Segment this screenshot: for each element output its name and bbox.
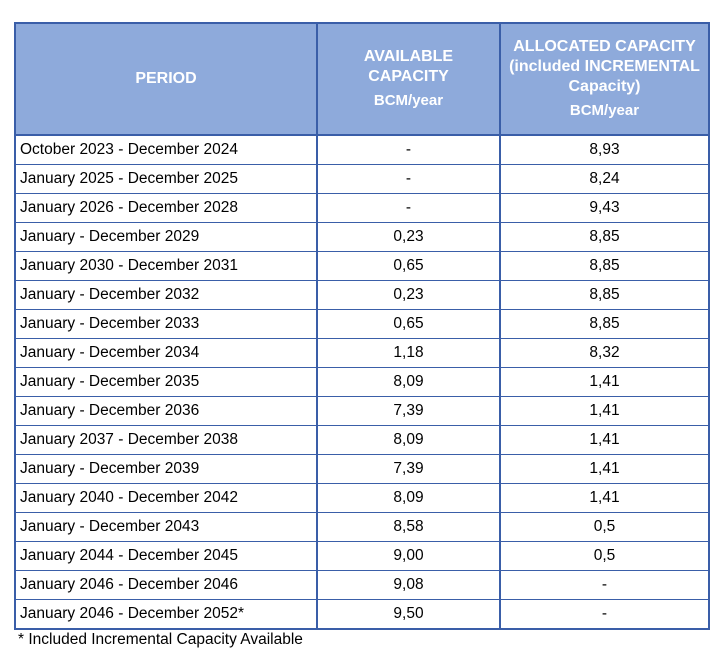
allocated-capacity-cell: 8,93 bbox=[499, 135, 710, 165]
period-cell: October 2023 - December 2024 bbox=[14, 135, 318, 165]
available-capacity-cell: 9,00 bbox=[316, 541, 501, 571]
capacity-table-container: PERIOD AVAILABLE CAPACITY BCM/year ALLOC… bbox=[14, 22, 710, 630]
available-capacity-cell: - bbox=[316, 164, 501, 194]
table-row: January 2040 - December 2042 8,09 1,41 bbox=[14, 483, 710, 513]
header-available-unit: BCM/year bbox=[373, 92, 444, 109]
table-row: January - December 2032 0,23 8,85 bbox=[14, 280, 710, 310]
period-cell: January - December 2033 bbox=[14, 309, 318, 339]
allocated-capacity-cell: 1,41 bbox=[499, 454, 710, 484]
allocated-capacity-cell: 0,5 bbox=[499, 512, 710, 542]
available-capacity-cell: 7,39 bbox=[316, 454, 501, 484]
table-row: January 2037 - December 2038 8,09 1,41 bbox=[14, 425, 710, 455]
table-row: January - December 2029 0,23 8,85 bbox=[14, 222, 710, 252]
header-allocated-line-3: Capacity) bbox=[568, 78, 641, 95]
table-row: January - December 2034 1,18 8,32 bbox=[14, 338, 710, 368]
available-capacity-cell: 0,23 bbox=[316, 280, 501, 310]
period-cell: January - December 2032 bbox=[14, 280, 318, 310]
table-row: January - December 2033 0,65 8,85 bbox=[14, 309, 710, 339]
allocated-capacity-cell: 8,32 bbox=[499, 338, 710, 368]
table-row: January - December 2036 7,39 1,41 bbox=[14, 396, 710, 426]
period-cell: January 2025 - December 2025 bbox=[14, 164, 318, 194]
available-capacity-cell: 9,50 bbox=[316, 599, 501, 630]
allocated-capacity-cell: 1,41 bbox=[499, 396, 710, 426]
available-capacity-cell: 8,58 bbox=[316, 512, 501, 542]
available-capacity-cell: 9,08 bbox=[316, 570, 501, 600]
table-row: January 2044 - December 2045 9,00 0,5 bbox=[14, 541, 710, 571]
allocated-capacity-cell: 1,41 bbox=[499, 425, 710, 455]
header-allocated-line-2: (included INCREMENTAL bbox=[509, 58, 700, 75]
period-cell: January - December 2036 bbox=[14, 396, 318, 426]
header-available-line-2: CAPACITY bbox=[368, 68, 449, 85]
header-allocated-unit: BCM/year bbox=[569, 102, 640, 119]
period-cell: January - December 2039 bbox=[14, 454, 318, 484]
allocated-capacity-cell: 8,85 bbox=[499, 222, 710, 252]
allocated-capacity-cell: - bbox=[499, 570, 710, 600]
available-capacity-cell: 0,65 bbox=[316, 309, 501, 339]
allocated-capacity-cell: 8,85 bbox=[499, 251, 710, 281]
header-available-capacity: AVAILABLE CAPACITY BCM/year bbox=[316, 22, 501, 136]
table-row: January 2026 - December 2028-9,43 bbox=[14, 193, 710, 223]
period-cell: January 2037 - December 2038 bbox=[14, 425, 318, 455]
available-capacity-cell: 8,09 bbox=[316, 425, 501, 455]
period-cell: January - December 2034 bbox=[14, 338, 318, 368]
allocated-capacity-cell: 8,24 bbox=[499, 164, 710, 194]
table-row: January - December 2043 8,58 0,5 bbox=[14, 512, 710, 542]
period-cell: January 2040 - December 2042 bbox=[14, 483, 318, 513]
allocated-capacity-cell: - bbox=[499, 599, 710, 630]
header-allocated-capacity: ALLOCATED CAPACITY (included INCREMENTAL… bbox=[499, 22, 710, 136]
allocated-capacity-cell: 9,43 bbox=[499, 193, 710, 223]
period-cell: January - December 2035 bbox=[14, 367, 318, 397]
available-capacity-cell: 7,39 bbox=[316, 396, 501, 426]
period-cell: January 2046 - December 2046 bbox=[14, 570, 318, 600]
available-capacity-cell: 1,18 bbox=[316, 338, 501, 368]
period-cell: January - December 2029 bbox=[14, 222, 318, 252]
table-row: January 2025 - December 2025-8,24 bbox=[14, 164, 710, 194]
period-cell: January 2046 - December 2052* bbox=[14, 599, 318, 630]
capacity-table: PERIOD AVAILABLE CAPACITY BCM/year ALLOC… bbox=[14, 22, 710, 630]
available-capacity-cell: 0,23 bbox=[316, 222, 501, 252]
header-allocated-line-1: ALLOCATED CAPACITY bbox=[513, 38, 696, 55]
period-cell: January - December 2043 bbox=[14, 512, 318, 542]
available-capacity-cell: - bbox=[316, 135, 501, 165]
table-row: January 2046 - December 2046 9,08- bbox=[14, 570, 710, 600]
table-body: October 2023 - December 2024-8,93 January… bbox=[14, 135, 710, 630]
table-row: January - December 2035 8,09 1,41 bbox=[14, 367, 710, 397]
period-cell: January 2030 - December 2031 bbox=[14, 251, 318, 281]
header-available-line-1: AVAILABLE bbox=[363, 48, 454, 65]
available-capacity-cell: 8,09 bbox=[316, 367, 501, 397]
available-capacity-cell: 0,65 bbox=[316, 251, 501, 281]
header-period-label: PERIOD bbox=[135, 70, 197, 87]
header-row: PERIOD AVAILABLE CAPACITY BCM/year ALLOC… bbox=[14, 22, 710, 136]
allocated-capacity-cell: 1,41 bbox=[499, 367, 710, 397]
table-row: January 2046 - December 2052* 9,50- bbox=[14, 599, 710, 630]
allocated-capacity-cell: 8,85 bbox=[499, 280, 710, 310]
allocated-capacity-cell: 1,41 bbox=[499, 483, 710, 513]
table-row: October 2023 - December 2024-8,93 bbox=[14, 135, 710, 165]
allocated-capacity-cell: 8,85 bbox=[499, 309, 710, 339]
footnote: * Included Incremental Capacity Availabl… bbox=[18, 631, 303, 648]
period-cell: January 2026 - December 2028 bbox=[14, 193, 318, 223]
allocated-capacity-cell: 0,5 bbox=[499, 541, 710, 571]
available-capacity-cell: - bbox=[316, 193, 501, 223]
table-row: January - December 2039 7,39 1,41 bbox=[14, 454, 710, 484]
header-period: PERIOD bbox=[14, 22, 318, 136]
period-cell: January 2044 - December 2045 bbox=[14, 541, 318, 571]
table-row: January 2030 - December 2031 0,65 8,85 bbox=[14, 251, 710, 281]
available-capacity-cell: 8,09 bbox=[316, 483, 501, 513]
